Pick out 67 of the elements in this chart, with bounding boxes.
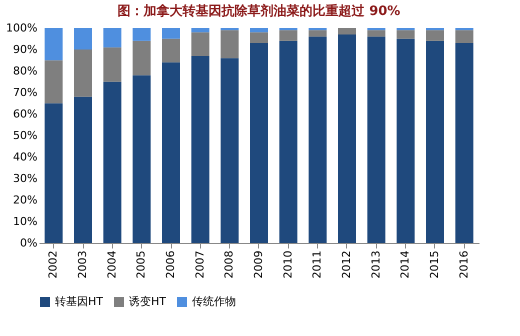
x-tick-label: 2014: [398, 250, 412, 278]
x-tick-label: 2009: [252, 250, 265, 278]
bar: [426, 30, 444, 41]
x-tick-label: 2011: [310, 250, 324, 278]
y-tick-label: 100%: [6, 22, 38, 34]
legend-label: 转基因HT: [55, 295, 104, 308]
bar: [162, 38, 180, 62]
y-tick-label: 30%: [13, 172, 38, 185]
x-tick-label: 2016: [457, 250, 470, 278]
bar: [191, 28, 210, 32]
bar: [74, 96, 92, 243]
bar: [455, 43, 474, 243]
x-tick-label: 2002: [46, 250, 60, 278]
x-tick-label: 2007: [193, 250, 206, 278]
y-tick-label: 0%: [20, 236, 38, 250]
bar: [426, 40, 444, 243]
bar: [191, 56, 210, 243]
y-tick-label: 20%: [13, 194, 38, 206]
bar: [338, 28, 356, 34]
bar: [162, 62, 180, 243]
bar: [367, 30, 386, 37]
bar: [396, 38, 415, 243]
x-tick-label: 2004: [105, 250, 118, 278]
bar: [279, 40, 298, 243]
bar: [250, 43, 268, 243]
bar: [220, 30, 239, 58]
x-tick-label: 2008: [222, 250, 236, 278]
y-tick-label: 90%: [13, 43, 38, 56]
y-tick-label: 70%: [13, 86, 38, 99]
bar: [103, 82, 122, 243]
x-tick-label: 2015: [428, 250, 441, 278]
bar: [132, 40, 151, 76]
bar: [44, 103, 63, 243]
x-tick-label: 2010: [281, 250, 294, 278]
bar: [191, 32, 210, 56]
bar: [103, 28, 122, 48]
x-tick-label: 2006: [164, 250, 177, 278]
bar: [132, 75, 151, 243]
x-tick-label: 2013: [369, 250, 382, 278]
bar: [308, 30, 327, 37]
bar: [74, 28, 92, 50]
y-tick-label: 50%: [13, 129, 38, 142]
x-tick-label: 2003: [76, 250, 89, 278]
bar: [44, 28, 63, 60]
x-tick-label: 2005: [134, 250, 148, 278]
y-tick-label: 40%: [13, 150, 38, 164]
bar: [338, 34, 356, 243]
x-tick-label: 2012: [340, 250, 353, 278]
bar: [74, 50, 92, 97]
bar: [279, 30, 298, 41]
y-tick-label: 60%: [13, 108, 38, 120]
legend-label: 诱变HT: [129, 295, 166, 308]
bar: [367, 36, 386, 243]
bar: [250, 32, 268, 44]
legend-label: 传统作物: [192, 295, 236, 308]
y-tick-label: 80%: [13, 64, 38, 78]
bar: [132, 28, 151, 41]
bar: [455, 30, 474, 44]
bar: [250, 28, 268, 32]
bar: [44, 60, 63, 104]
y-tick-label: 10%: [13, 215, 38, 228]
bar: [308, 36, 327, 243]
bar: [396, 30, 415, 39]
chart-title: 图：加拿大转基因抗除草剂油菜的比重超过 90%: [118, 3, 400, 19]
bar: [162, 28, 180, 39]
bar: [220, 58, 239, 243]
bar: [103, 47, 122, 82]
